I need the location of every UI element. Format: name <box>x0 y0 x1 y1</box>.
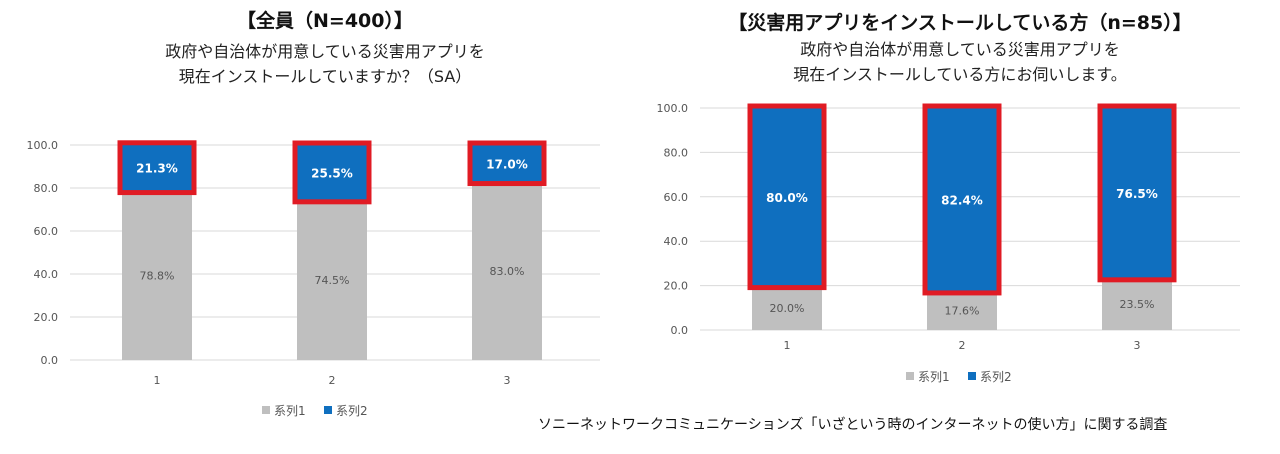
data-label-series-2: 80.0% <box>766 191 808 205</box>
highlight-frame <box>922 103 1002 296</box>
legend-swatch <box>324 406 332 414</box>
data-label-series-1: 83.0% <box>490 265 525 278</box>
y-tick-label: 80.0 <box>34 182 59 195</box>
legend-swatch <box>906 372 914 380</box>
stacked-bar-chart: 0.0 20.0 40.0 60.0 80.0 100.0 20.0% 80.0% 1 17.6%… <box>657 102 1240 384</box>
y-tick-label: 40.0 <box>664 235 689 248</box>
x-tick-label: 3 <box>1134 339 1141 352</box>
y-tick-label: 40.0 <box>34 268 59 281</box>
y-tick-label: 100.0 <box>657 102 689 115</box>
y-tick-label: 20.0 <box>34 311 59 324</box>
bar-series-1 <box>472 181 542 360</box>
y-tick-label: 80.0 <box>664 146 689 159</box>
highlight-frame <box>747 103 827 291</box>
chart-subtitle-line-2: 現在インストールしていますか？（SA） <box>178 67 472 86</box>
bar-series-1 <box>297 199 367 360</box>
x-tick-label: 1 <box>784 339 791 352</box>
x-tick-label: 2 <box>959 339 966 352</box>
highlight-frame <box>467 140 547 187</box>
legend-label: 系列1 <box>918 370 950 384</box>
legend-label: 系列2 <box>980 370 1012 384</box>
bar-series-2 <box>472 145 542 182</box>
chart-title: 【災害用アプリをインストールしている方（n=85）】 <box>728 12 1192 34</box>
x-tick-label: 1 <box>154 374 161 387</box>
bar-series-2 <box>927 108 997 291</box>
bar-series-2 <box>752 108 822 286</box>
y-tick-label: 0.0 <box>41 354 59 367</box>
y-tick-label: 0.0 <box>671 324 689 337</box>
y-tick-label: 60.0 <box>664 191 689 204</box>
legend-swatch <box>262 406 270 414</box>
data-label-series-1: 17.6% <box>945 304 980 317</box>
chart-title: 【全員（N=400）】 <box>237 10 413 32</box>
highlight-frame <box>117 140 197 196</box>
y-tick-label: 100.0 <box>27 139 59 152</box>
data-label-series-1: 23.5% <box>1120 298 1155 311</box>
legend-label: 系列1 <box>274 404 306 418</box>
bar-series-2 <box>297 145 367 200</box>
data-label-series-1: 20.0% <box>770 302 805 315</box>
bar-series-1 <box>752 285 822 330</box>
bar-series-2 <box>1102 108 1172 278</box>
bar-series-2 <box>122 144 192 191</box>
data-label-series-2: 17.0% <box>486 157 528 171</box>
chart-subtitle-line-1: 政府や自治体が用意している災害用アプリを <box>165 42 485 61</box>
highlight-frame <box>1097 103 1177 283</box>
y-tick-label: 60.0 <box>34 225 59 238</box>
x-tick-label: 2 <box>329 374 336 387</box>
chart-subtitle-line-1: 政府や自治体が用意している災害用アプリを <box>800 40 1120 59</box>
chart-panel-all-respondents: 【全員（N=400）】 政府や自治体が用意している災害用アプリを 現在インストー… <box>27 10 600 418</box>
data-label-series-2: 76.5% <box>1116 187 1158 201</box>
stacked-bar-chart: 0.0 20.0 40.0 60.0 80.0 100.0 78.8% 21.3% 1 74.5%… <box>27 139 600 418</box>
data-label-series-2: 82.4% <box>941 193 983 207</box>
source-note: ソニーネットワークコミュニケーションズ「いざという時のインターネットの使い方」に… <box>538 417 1168 433</box>
data-label-series-1: 74.5% <box>315 274 350 287</box>
x-tick-label: 3 <box>504 374 511 387</box>
data-label-series-2: 25.5% <box>311 166 353 180</box>
bar-series-1 <box>1102 277 1172 330</box>
data-label-series-2: 21.3% <box>136 162 178 176</box>
highlight-frame <box>292 140 372 205</box>
data-label-series-1: 78.8% <box>140 269 175 282</box>
legend-swatch <box>968 372 976 380</box>
bar-series-1 <box>122 190 192 360</box>
legend-label: 系列2 <box>336 404 368 418</box>
y-tick-label: 20.0 <box>664 280 689 293</box>
bar-series-1 <box>927 290 997 330</box>
chart-subtitle-line-2: 現在インストールしている方にお伺いします。 <box>793 65 1127 84</box>
chart-panel-app-installed: 【災害用アプリをインストールしている方（n=85）】 政府や自治体が用意している… <box>640 0 1280 454</box>
